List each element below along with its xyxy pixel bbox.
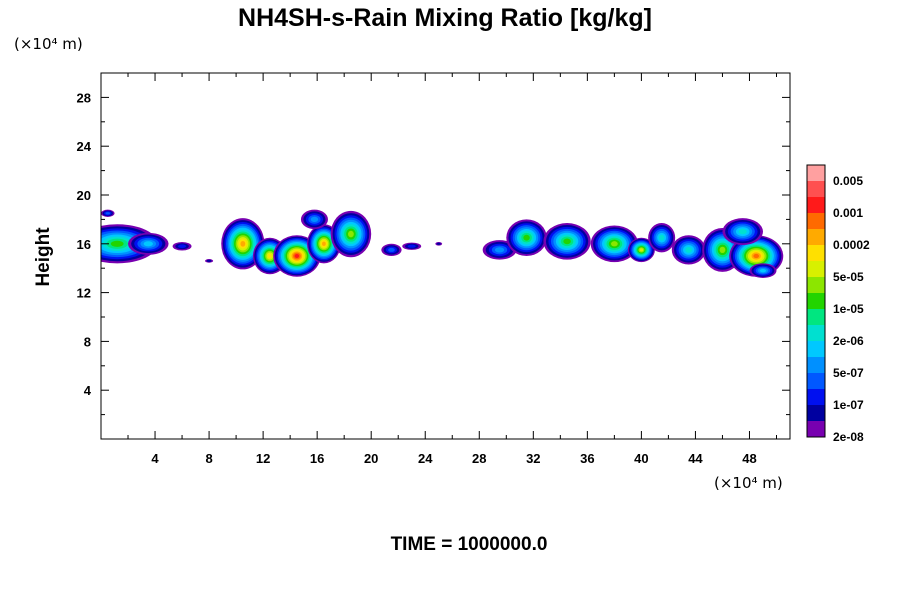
contour-level (685, 246, 693, 253)
colorbar-swatch (807, 293, 825, 309)
colorbar-swatch (807, 357, 825, 373)
colorbar-label: 0.001 (833, 206, 863, 220)
contour-level (240, 240, 246, 247)
contour-field (101, 209, 784, 278)
contour-level (436, 242, 441, 245)
contour-level (310, 216, 319, 223)
x-tick-label: 36 (580, 451, 594, 466)
contour-level (178, 244, 187, 249)
y-tick-label: 16 (77, 237, 91, 252)
colorbar-swatch (807, 405, 825, 421)
colorbar-swatch (807, 181, 825, 197)
colorbar-swatch (807, 229, 825, 245)
colorbar-label: 5e-07 (833, 366, 864, 380)
chart-title: NH4SH-s-Rain Mixing Ratio [kg/kg] (238, 4, 652, 32)
contour-level (639, 248, 644, 252)
x-axis-unit: (×10⁴ m) (714, 474, 783, 492)
y-tick-label: 12 (77, 286, 91, 301)
colorbar-frame (806, 164, 826, 438)
x-tick-label: 28 (472, 451, 486, 466)
contour-level (738, 228, 747, 235)
x-axis: 4 8 12 16 20 24 28 32 36 40 44 48 (127, 73, 777, 466)
contour-level (563, 238, 571, 245)
colorbar-label: 1e-05 (833, 302, 864, 316)
x-tick-label: 8 (205, 451, 212, 466)
colorbar-label: 0.0002 (833, 238, 870, 252)
plot-frame (100, 72, 791, 440)
colorbar-swatch (807, 165, 825, 181)
y-axis-label: Height (33, 227, 54, 287)
y-axis: 4 8 12 16 20 24 28 (77, 90, 790, 416)
y-tick-label: 8 (84, 334, 91, 349)
x-tick-label: 40 (634, 451, 648, 466)
colorbar-swatch (807, 261, 825, 277)
colorbar-swatch (807, 245, 825, 261)
x-tick-label: 12 (256, 451, 270, 466)
colorbar-swatch (807, 389, 825, 405)
y-tick-label: 20 (77, 188, 91, 203)
contour-level (759, 268, 767, 273)
contour-level (753, 253, 760, 259)
y-tick-label: 4 (84, 383, 92, 398)
colorbar-swatch (807, 325, 825, 341)
contour-level (348, 230, 354, 238)
x-tick-label: 16 (310, 451, 324, 466)
colorbar-swatch (807, 373, 825, 389)
colorbar-label: 2e-06 (833, 334, 864, 348)
contour-level (523, 234, 530, 241)
colorbar-swatch (807, 213, 825, 229)
contour-level (294, 253, 300, 259)
colorbar: 0.005 0.001 0.0002 5e-05 1e-05 2e-06 5e-07 1e-0… (806, 164, 870, 444)
x-tick-label: 4 (151, 451, 159, 466)
contour-level (105, 212, 111, 215)
time-footer: TIME = 1000000.0 (391, 534, 548, 555)
contour-level (110, 240, 124, 247)
colorbar-swatch (807, 421, 825, 437)
contour-level (494, 247, 505, 253)
colorbar-label: 5e-05 (833, 270, 864, 284)
colorbar-swatch (807, 277, 825, 293)
y-tick-label: 28 (77, 90, 91, 105)
colorbar-swatch (807, 197, 825, 213)
contour-level (206, 259, 212, 262)
x-tick-label: 44 (688, 451, 703, 466)
contour-level (322, 241, 326, 246)
x-tick-label: 24 (418, 451, 433, 466)
colorbar-label: 0.005 (833, 174, 863, 188)
contour-level (388, 247, 395, 252)
contour-level (407, 244, 416, 248)
y-axis-unit: (×10⁴ m) (14, 35, 83, 53)
colorbar-swatch (807, 341, 825, 357)
x-tick-label: 48 (742, 451, 756, 466)
contour-level (719, 246, 726, 254)
colorbar-label: 2e-08 (833, 430, 864, 444)
x-tick-label: 32 (526, 451, 540, 466)
colorbar-label: 1e-07 (833, 398, 864, 412)
colorbar-swatch (807, 309, 825, 325)
contour-level (658, 234, 665, 241)
x-tick-label: 20 (364, 451, 378, 466)
contour-level (267, 253, 272, 259)
y-tick-label: 24 (77, 139, 92, 154)
contour-level (143, 241, 153, 247)
contour-level (610, 241, 618, 247)
